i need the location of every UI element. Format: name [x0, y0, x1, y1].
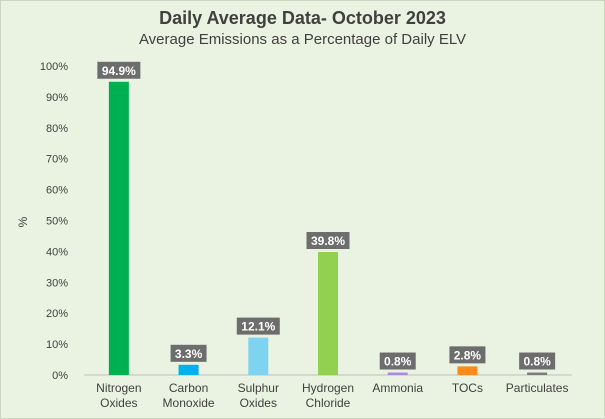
- y-tick-label: 80%: [46, 123, 68, 135]
- y-tick-label: 90%: [46, 92, 68, 104]
- data-label-text: 94.9%: [102, 64, 136, 78]
- bar: [318, 252, 338, 375]
- data-label-text: 39.8%: [311, 234, 345, 248]
- data-label: 12.1%: [236, 317, 280, 335]
- data-label-box: [306, 232, 350, 250]
- y-tick-label: 30%: [46, 277, 68, 289]
- data-label-text: 2.8%: [454, 348, 482, 362]
- data-label-box: [97, 61, 141, 79]
- bar: [457, 366, 478, 375]
- category-label: Nitrogen Oxides: [96, 381, 141, 410]
- data-label: 3.3%: [170, 344, 207, 362]
- data-label: 0.8%: [519, 352, 556, 370]
- data-label: 39.8%: [306, 232, 350, 250]
- data-label-box: [519, 352, 556, 370]
- bar: [248, 337, 269, 375]
- y-tick-label: 60%: [46, 185, 68, 197]
- bar: [178, 364, 199, 375]
- data-label-text: 12.1%: [241, 320, 275, 334]
- y-tick-label: 0%: [52, 370, 68, 382]
- y-tick-label: 20%: [46, 308, 68, 320]
- bar: [387, 372, 408, 375]
- category-labels: Nitrogen Oxides Carbon Monoxide Sulphur Oxide…: [96, 381, 568, 410]
- data-label-box: [449, 346, 486, 364]
- bar: [527, 372, 548, 375]
- data-label-text: 0.8%: [523, 355, 551, 369]
- y-tick-label: 40%: [46, 246, 68, 258]
- y-axis-label: %: [16, 216, 30, 227]
- category-label: Hydrogen Chloride: [302, 381, 354, 410]
- y-tick-label: 100%: [40, 61, 68, 73]
- data-label-box: [379, 352, 416, 370]
- y-tick-label: 10%: [46, 339, 68, 351]
- data-labels: 94.9% 3.3% 12.1% 39.8% 0.8% 2.8% 0.8%: [97, 61, 556, 370]
- data-label-text: 3.3%: [175, 347, 203, 361]
- chart-subtitle: Average Emissions as a Percentage of Dai…: [138, 31, 467, 48]
- category-label: Carbon Monoxide: [163, 381, 215, 410]
- data-label-text: 0.8%: [384, 355, 412, 369]
- data-label-box: [236, 317, 280, 335]
- category-label: Ammonia: [372, 381, 423, 395]
- y-tick-label: 50%: [46, 216, 68, 228]
- category-label: TOCs: [452, 381, 483, 395]
- data-label: 94.9%: [97, 61, 141, 79]
- chart-title: Daily Average Data- October 2023: [159, 8, 446, 28]
- y-tick-label: 70%: [46, 154, 68, 166]
- bars: [108, 81, 548, 375]
- bar: [108, 81, 129, 375]
- data-label: 0.8%: [379, 352, 416, 370]
- data-label: 2.8%: [449, 346, 486, 364]
- y-axis: 0% 10% 20% 30% 40% 50% 60% 70% 80% 90% 100%: [40, 61, 68, 382]
- data-label-box: [170, 344, 207, 362]
- category-label: Sulphur Oxides: [238, 381, 279, 410]
- category-label: Particulates: [506, 381, 569, 395]
